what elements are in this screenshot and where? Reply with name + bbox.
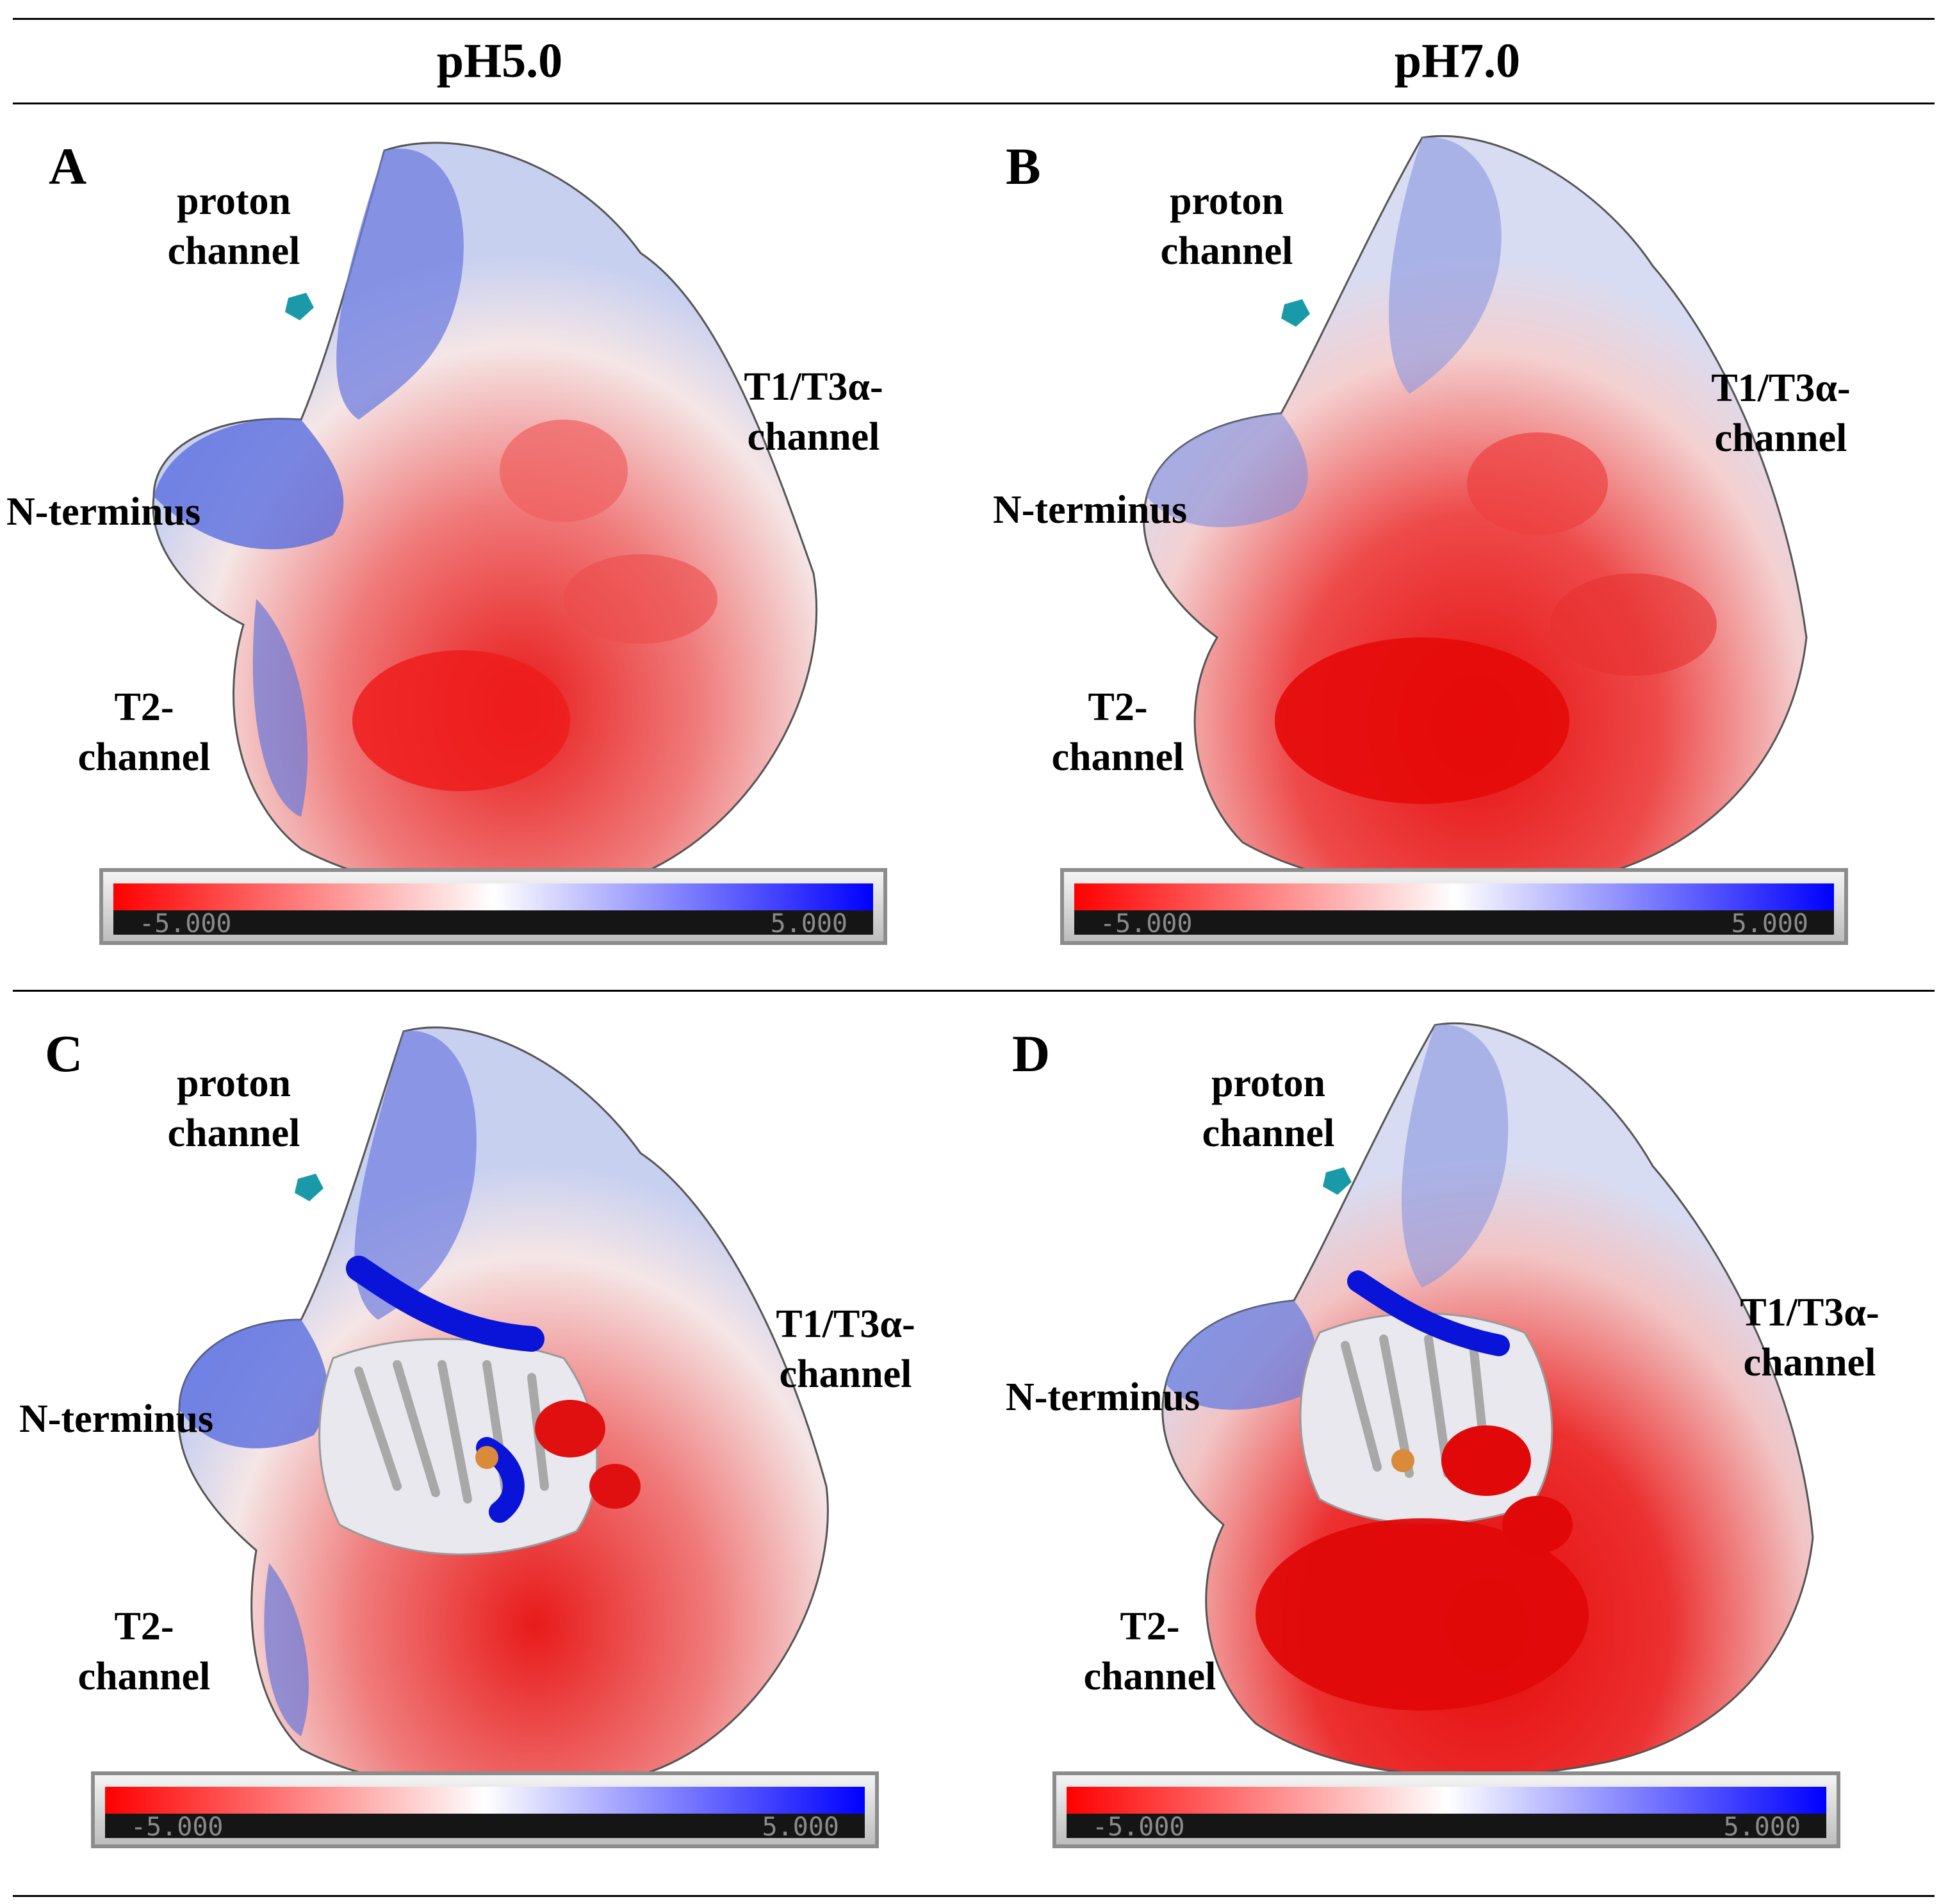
scale-max: 5.000: [1723, 1812, 1801, 1842]
protein-surface-image: [152, 142, 818, 897]
n-terminus-label: N-terminus: [19, 1397, 214, 1441]
panel-label: B: [1006, 137, 1041, 195]
t2-channel-label: T2- channel: [78, 685, 211, 779]
proton-channel-marker-icon: [285, 293, 314, 320]
proton-channel-label: proton channel: [1202, 1062, 1335, 1155]
scale-max: 5.000: [762, 1812, 839, 1842]
color-gradient: [1067, 1787, 1826, 1814]
panel-label: A: [49, 137, 87, 195]
color-scale-bar: -5.000 5.000: [1052, 1771, 1840, 1848]
proton-channel-marker-icon: [295, 1174, 323, 1201]
proton-channel-label: proton channel: [1160, 179, 1293, 273]
t1-t3-channel-label: T1/T3α-channel: [1711, 366, 1851, 460]
protein-surface-image: [1143, 135, 1808, 893]
protein-surface-image: [177, 1026, 829, 1794]
proton-channel-label: proton channel: [167, 1062, 300, 1155]
scale-min: -5.000: [1092, 1812, 1185, 1842]
proton-channel-label: proton channel: [167, 179, 300, 273]
header-rule: [13, 103, 1935, 104]
color-gradient: [105, 1787, 865, 1814]
t2-channel-label: T2- channel: [1051, 685, 1184, 779]
t2-channel-label: T2- channel: [78, 1605, 211, 1698]
t1-t3-channel-label: T1/T3α-channel: [744, 365, 883, 459]
n-terminus-label: N-terminus: [6, 490, 201, 534]
color-gradient: [113, 883, 873, 910]
scale-min: -5.000: [131, 1812, 224, 1842]
column-header-right: pH7.0: [1394, 34, 1521, 88]
top-rule: [13, 18, 1935, 20]
scale-max: 5.000: [1731, 909, 1808, 939]
n-terminus-label: N-terminus: [1006, 1375, 1200, 1419]
column-header-left: pH5.0: [436, 34, 563, 88]
color-gradient: [1074, 883, 1834, 910]
color-scale-bar: -5.000 5.000: [91, 1771, 879, 1848]
proton-channel-marker-icon: [1323, 1167, 1352, 1195]
scale-max: 5.000: [770, 909, 847, 939]
panel-b: B proton channel T1/T3α-channel N-terminu…: [961, 112, 1922, 996]
panel-label: C: [45, 1024, 83, 1083]
panel-label: D: [1012, 1024, 1051, 1083]
color-scale-bar: -5.000 5.000: [99, 868, 887, 945]
scale-min: -5.000: [1100, 909, 1193, 939]
t2-channel-label: T2- channel: [1083, 1605, 1216, 1698]
protein-surface-image: [1161, 1022, 1814, 1777]
scale-min: -5.000: [139, 909, 232, 939]
t1-t3-channel-label: T1/T3α-channel: [776, 1302, 915, 1396]
panel-c: C proton channel T1/T3α-channel N-terminu…: [0, 999, 961, 1883]
t1-t3-channel-label: T1/T3α-channel: [1740, 1291, 1879, 1384]
middle-rule: [13, 990, 1935, 992]
bottom-rule: [13, 1895, 1935, 1897]
panel-a: A proton channel T1/T3α-channel N-terminu…: [0, 112, 961, 996]
panel-d: D proton channel T1/T3α-channel N-terminu…: [961, 999, 1922, 1883]
color-scale-bar: -5.000 5.000: [1060, 868, 1848, 945]
n-terminus-label: N-terminus: [993, 488, 1188, 532]
proton-channel-marker-icon: [1281, 299, 1310, 327]
